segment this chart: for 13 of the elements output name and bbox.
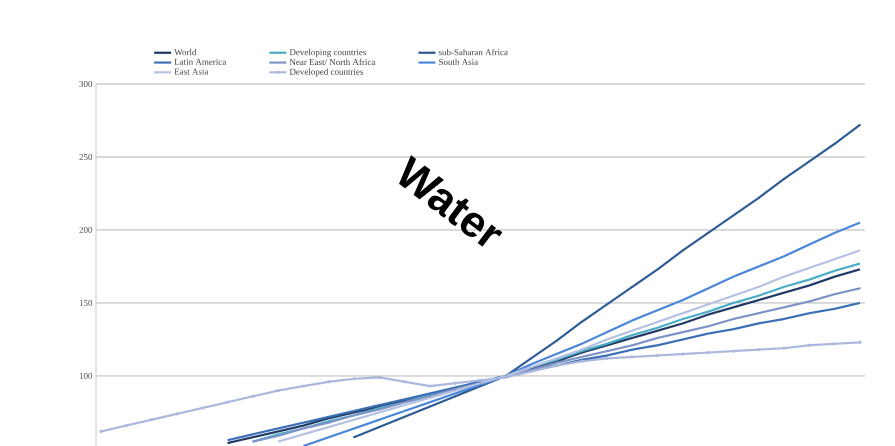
legend-label: Latin America (174, 58, 226, 65)
y-tick-label: 250 (79, 154, 92, 160)
y-tick-label: 150 (80, 300, 92, 306)
y-tick-label: 100 (80, 372, 92, 379)
legend-label: East Asia (174, 68, 208, 75)
legend-label: sub-Saharan Africa (438, 48, 508, 56)
y-tick-label: 300 (79, 80, 92, 88)
legend-label: Developing countries (290, 48, 366, 58)
legend-label: Developed countries (290, 68, 364, 77)
legend-label: South Asia (439, 58, 478, 66)
legend-label: Near East/ North Africa (290, 58, 376, 66)
legend-label: World (174, 48, 196, 56)
y-tick-label: 200 (79, 226, 92, 233)
